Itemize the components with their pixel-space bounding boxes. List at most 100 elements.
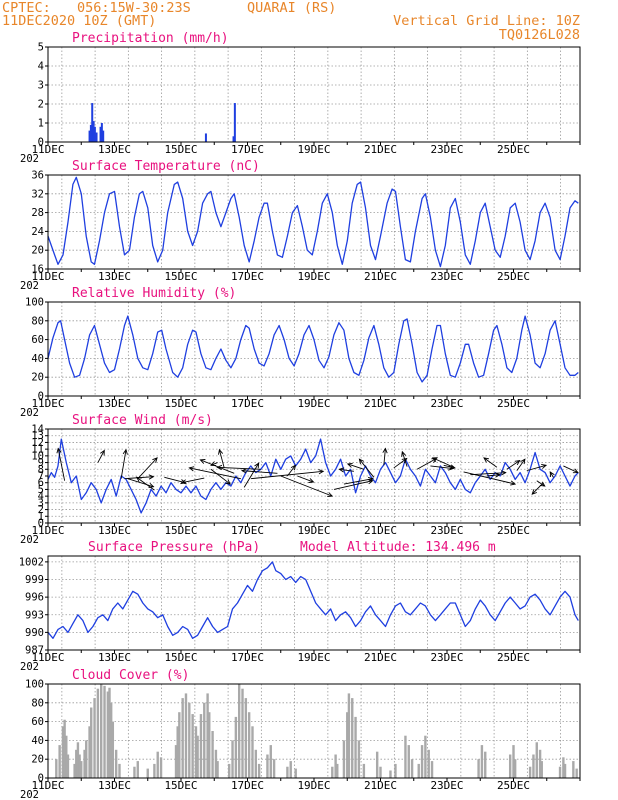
wind-ytick-label: 14	[31, 424, 44, 436]
cloud-bar	[93, 698, 96, 778]
cloud-bar	[404, 735, 407, 778]
temp-xtick-label: 15DEC	[164, 270, 197, 283]
precip-xtick-label: 19DEC	[297, 143, 330, 156]
wind-vector-head	[510, 480, 517, 486]
wind-vector	[120, 449, 127, 479]
precip-bar	[100, 123, 103, 142]
cloud-bar	[572, 761, 575, 778]
wind-vector-head	[382, 447, 388, 454]
cloud-bar	[237, 684, 241, 778]
cloud-bar	[111, 721, 115, 778]
pres-ytick-label: 990	[25, 627, 44, 639]
cloud-bar	[535, 742, 538, 778]
cloud-bar	[334, 754, 337, 778]
cloud-bar	[208, 712, 211, 778]
pres-ytick-label: 1002	[19, 556, 44, 568]
wind-vector-head	[431, 457, 438, 462]
wind-year-stub: 202	[20, 534, 39, 546]
cloud-ytick-label: 0	[38, 773, 44, 785]
wind-vector-head	[541, 463, 548, 469]
cloud-bar	[257, 763, 261, 778]
header: CPTEC: 056:15W-30:23S QUARAI (RS) 11DEC2…	[2, 0, 580, 43]
cloud-bar	[375, 751, 379, 778]
cloud-bar	[477, 759, 480, 778]
cloud-xtick-label: 19DEC	[297, 779, 330, 792]
wind-ytick-label: 3	[38, 497, 44, 509]
cloud-bar	[241, 688, 244, 778]
rh-xtick-label: 25DEC	[497, 397, 530, 410]
rh-series-line	[47, 315, 579, 383]
cloud-bar	[73, 763, 76, 778]
precip-xtick-label: 17DEC	[231, 143, 264, 156]
cloud-bar	[244, 698, 248, 778]
wind-ytick-label: 9	[38, 457, 44, 469]
precip-bar	[93, 126, 96, 142]
wind-ytick-label: 8	[38, 464, 44, 476]
cloud-ytick-label: 20	[31, 754, 44, 766]
wind-vector	[416, 458, 437, 470]
wind-vector	[250, 470, 324, 480]
rh-xtick-label: 13DEC	[98, 397, 131, 410]
wind-vector	[210, 468, 231, 485]
precip-panel-title: Precipitation (mm/h)	[72, 31, 229, 46]
temp-panel: 16 20 24 28 32 36 11DEC 13DEC 15DEC 17DEC 19DEC 21D…	[20, 159, 581, 292]
wind-vector-head	[180, 479, 187, 485]
cloud-bar	[55, 759, 58, 778]
cloud-bar	[146, 768, 149, 778]
cloud-bar	[480, 745, 484, 778]
cloud-bar	[156, 751, 159, 778]
temp-xtick-label: 19DEC	[297, 270, 330, 283]
wind-vector	[280, 475, 333, 497]
cloud-ytick-label: 80	[31, 697, 44, 709]
cloud-bar	[65, 735, 68, 778]
cloud-bar	[484, 751, 487, 778]
cloud-bar	[106, 691, 110, 778]
wind-xtick-label: 11DEC	[31, 524, 64, 537]
wind-vector-head	[358, 458, 365, 465]
wind-vector-head	[401, 450, 407, 457]
precip-bar	[88, 130, 91, 142]
wind-vector	[430, 465, 453, 470]
rh-ytick-label: 100	[25, 297, 44, 309]
wind-ytick-label: 5	[38, 484, 44, 496]
cloud-bar	[61, 726, 65, 778]
wind-vector	[486, 474, 500, 477]
precip-bar	[232, 136, 235, 142]
cloud-bar	[109, 702, 113, 778]
cloud-bar	[80, 761, 83, 778]
temp-ytick-label: 24	[31, 226, 44, 238]
wind-vector	[218, 449, 225, 469]
cloud-bar	[575, 768, 578, 778]
wind-vector-head	[346, 462, 353, 468]
cloud-bar	[342, 740, 346, 778]
pres-ytick-label: 987	[25, 645, 44, 657]
wind-vector	[57, 448, 66, 481]
wind-vector	[339, 468, 354, 472]
wind-vector	[463, 471, 516, 485]
rh-xtick-label: 11DEC	[31, 397, 64, 410]
cloud-panel-title: Cloud Cover (%)	[72, 668, 189, 683]
cloud-bar	[88, 726, 91, 778]
cloud-bar	[159, 757, 163, 778]
wind-vector	[347, 463, 365, 470]
wind-xtick-label: 21DEC	[364, 524, 397, 537]
temp-xtick-label: 23DEC	[430, 270, 463, 283]
wind-vector	[217, 466, 261, 470]
cloud-bar	[100, 684, 103, 778]
cloud-bar	[336, 763, 339, 778]
wind-xtick-label: 19DEC	[297, 524, 330, 537]
precip-bar	[89, 124, 92, 142]
wind-vector	[526, 464, 547, 472]
cloud-bar	[513, 759, 517, 778]
wind-vector	[136, 476, 155, 491]
wind-vector-head	[572, 468, 579, 474]
precip-xtick-label: 23DEC	[430, 143, 463, 156]
cloud-bar	[558, 766, 562, 778]
wind-vector	[181, 477, 205, 484]
wind-vector	[241, 470, 278, 474]
precip-xtick-label: 13DEC	[98, 143, 131, 156]
temp-xtick-label: 11DEC	[31, 270, 64, 283]
cloud-bar	[417, 763, 420, 778]
precip-bar	[233, 103, 236, 142]
